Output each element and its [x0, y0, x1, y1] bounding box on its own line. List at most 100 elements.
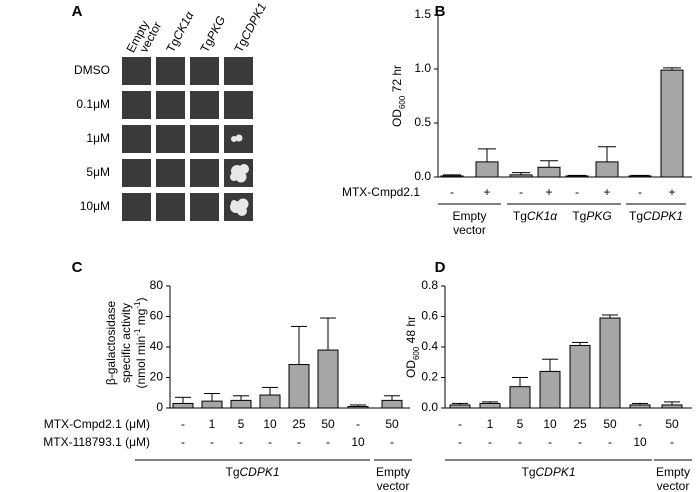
group-label-italic: CK1α — [527, 209, 558, 223]
plate-spot — [122, 91, 151, 119]
treatment-label: 10 — [263, 417, 277, 431]
group-label-prefix: Tg — [513, 209, 527, 223]
bar — [381, 399, 403, 409]
treatment-label: 1 — [209, 417, 216, 431]
column-header-prefix: Tg — [164, 36, 183, 55]
y-tick-label: 0 — [156, 400, 163, 414]
plate-spot — [190, 57, 219, 85]
plate-spot — [190, 193, 219, 221]
y-axis-label: OD600 48 hr — [404, 316, 420, 378]
plate-spot — [156, 125, 185, 153]
treatment-label: - — [670, 435, 674, 449]
bar — [595, 161, 619, 178]
bar — [660, 69, 684, 178]
treatment-label: - — [488, 435, 492, 449]
column-header-prefix: Tg — [232, 36, 251, 55]
colony — [235, 171, 247, 183]
group-label-prefix: Tg — [225, 465, 239, 479]
bar — [259, 394, 281, 409]
y-axis-label-part: mg — [134, 309, 148, 329]
plate-spot — [156, 159, 185, 187]
treatment-label: - — [458, 417, 462, 431]
colony — [231, 136, 237, 142]
group-label: Empty — [452, 209, 486, 223]
plate-spot — [122, 193, 151, 221]
y-tick-label: 0.5 — [414, 115, 431, 129]
colony — [237, 206, 247, 216]
group-label-italic: CDPK1 — [240, 465, 280, 479]
y-axis-label: β-galactosidase — [104, 301, 118, 386]
treatment-label: - — [268, 435, 272, 449]
bar — [599, 317, 621, 409]
y-tick-label: 1.0 — [414, 61, 431, 75]
column-header: TgCK1α — [164, 8, 198, 55]
bar — [537, 166, 561, 178]
row-label: 1μM — [86, 131, 110, 145]
y-tick-label: 80 — [150, 278, 164, 292]
colony — [231, 200, 237, 206]
row-label: MTX-118793.1 (μM) — [43, 435, 150, 449]
treatment-label: - — [578, 435, 582, 449]
bar — [569, 344, 591, 409]
treatment-label: - — [326, 435, 330, 449]
bar — [628, 175, 652, 178]
y-axis-label: specific activity — [119, 303, 133, 383]
y-axis-label-part: 72 hr — [390, 65, 404, 96]
treatment-label: - — [181, 417, 185, 431]
treatment-label: - — [297, 435, 301, 449]
group-label: TgCDPK1 — [629, 209, 683, 223]
y-axis-label-part: 600 — [398, 95, 407, 109]
panel-letter: C — [72, 259, 83, 276]
treatment-label: 10 — [633, 435, 647, 449]
y-axis-label: (nmol min-1 mg-1) — [133, 298, 149, 389]
y-tick-label: 0.2 — [421, 370, 438, 384]
y-tick-label: 20 — [150, 370, 164, 384]
row-label: 0.1μM — [76, 97, 110, 111]
treatment-label: + — [603, 185, 610, 199]
group-label: vector — [377, 479, 410, 492]
bar — [317, 349, 339, 409]
bar — [661, 404, 683, 409]
y-tick-label: 0.6 — [421, 309, 438, 323]
treatment-label: - — [356, 417, 360, 431]
group-label: TgCK1α — [513, 209, 558, 223]
treatment-label: - — [458, 435, 462, 449]
colony — [230, 173, 238, 181]
colony — [235, 134, 243, 142]
row-label: 5μM — [86, 165, 110, 179]
plate-spot — [156, 193, 185, 221]
y-tick-label: 40 — [150, 339, 164, 353]
treatment-label: + — [483, 185, 490, 199]
y-axis-label-part: specific activity — [119, 303, 133, 383]
bar — [509, 386, 531, 409]
treatment-label: - — [239, 435, 243, 449]
colony — [239, 164, 249, 174]
panel-letter: B — [435, 3, 446, 20]
y-tick-label: 60 — [150, 309, 164, 323]
treatment-label: 50 — [665, 417, 679, 431]
treatment-label: 50 — [385, 417, 399, 431]
column-header-italic: CDPK1 — [238, 1, 269, 43]
y-axis-label-part: (nmol min — [134, 336, 148, 389]
treatment-label: - — [210, 435, 214, 449]
panel-letter: A — [72, 3, 83, 20]
group-label: Empty — [376, 465, 410, 479]
bar — [479, 402, 501, 409]
y-tick-label: 0.4 — [421, 339, 438, 353]
bar — [347, 405, 369, 409]
row-label: 10μM — [80, 199, 110, 213]
bar — [509, 174, 533, 178]
column-header: TgCDPK1 — [232, 1, 270, 55]
treatment-label: - — [181, 435, 185, 449]
bar — [440, 175, 464, 178]
treatment-label: - — [519, 185, 523, 199]
treatment-label: 10 — [543, 417, 557, 431]
bar — [539, 370, 561, 409]
treatment-label: - — [518, 435, 522, 449]
treatment-label: - — [450, 185, 454, 199]
plate-spot — [122, 125, 151, 153]
column-header-italic: PKG — [204, 14, 228, 43]
group-label: vector — [453, 223, 486, 237]
group-label-prefix: Tg — [521, 465, 535, 479]
plate-spot — [156, 91, 185, 119]
